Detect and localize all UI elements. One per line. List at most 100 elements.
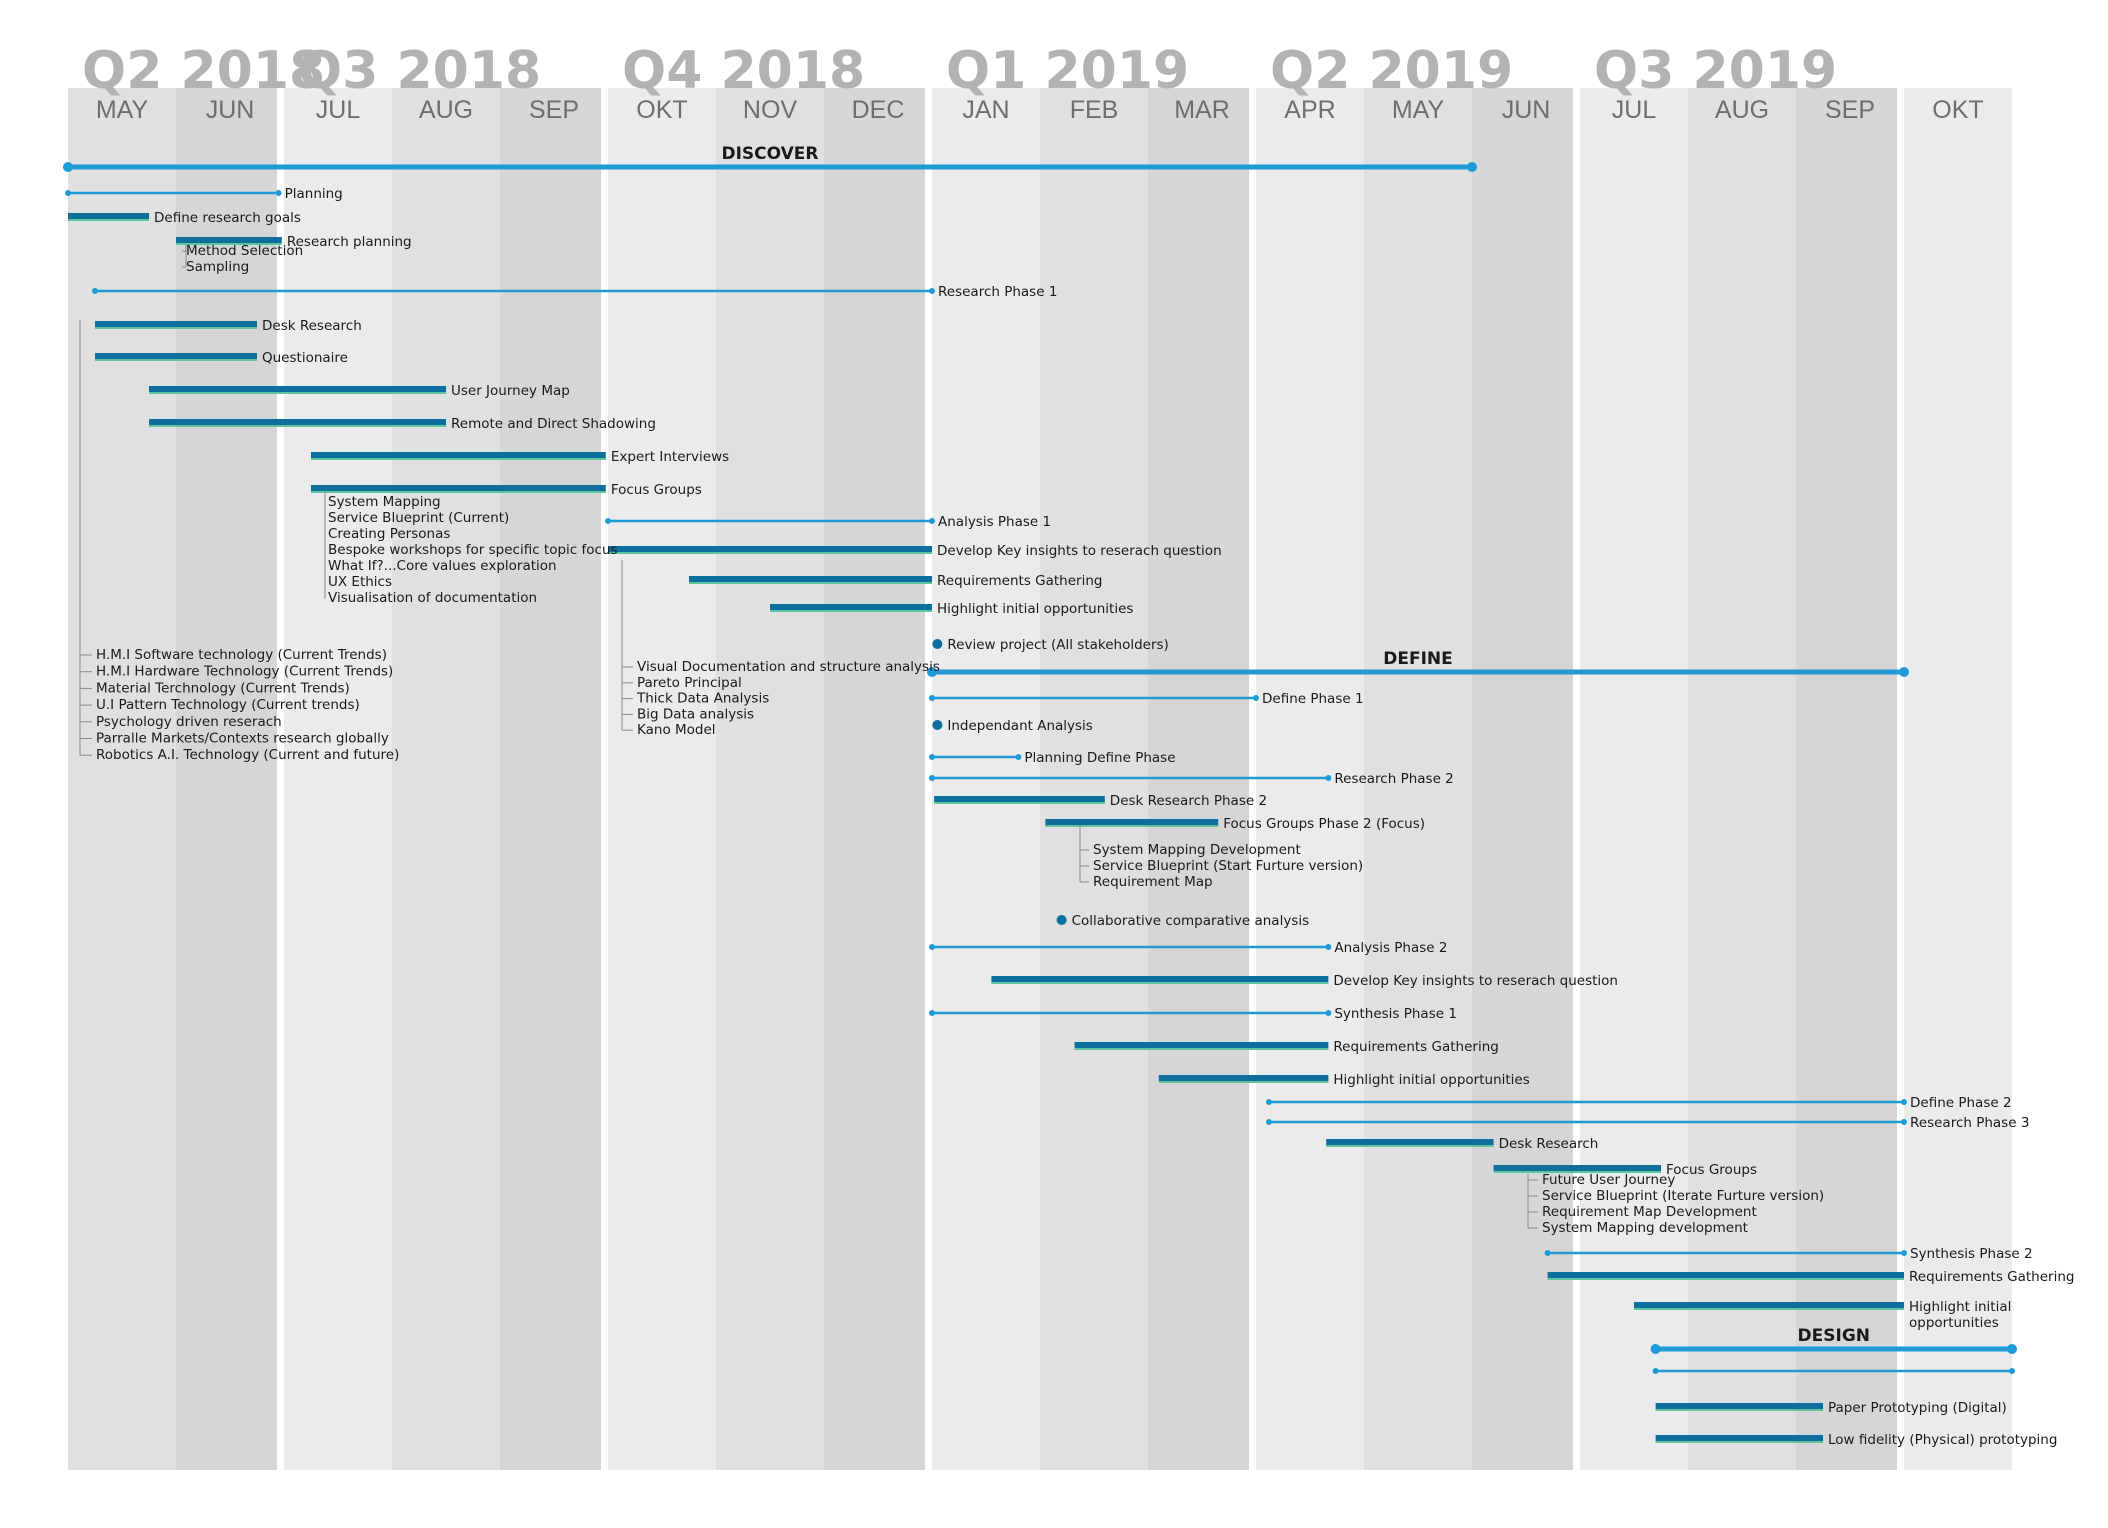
month-band (1796, 88, 1897, 1470)
task-label: Remote and Direct Shadowing (451, 416, 656, 432)
task-line-end (275, 190, 282, 196)
month-label: SEP (529, 96, 579, 124)
task-label: opportunities (1909, 1315, 1999, 1331)
phase-lines: DISCOVER DEFINE DESIGN (63, 144, 2017, 1354)
task-label: Requirements Gathering (1333, 1039, 1498, 1055)
month-label: JUN (1502, 96, 1551, 124)
month-label: JUL (316, 96, 361, 124)
task-line: Synthesis Phase 2 (1544, 1246, 2033, 1262)
task-label: Research Phase 2 (1334, 771, 1453, 787)
month-band (1904, 88, 2012, 1470)
task-rows: Planning Define research goals Research pl… (65, 186, 2074, 1448)
subtask-label: UX Ethics (328, 574, 392, 590)
task-bar-accent (991, 982, 1329, 984)
task-label: Highlight initial opportunities (1333, 1072, 1529, 1088)
task-line-start (929, 754, 935, 760)
task-bar-accent (149, 392, 446, 394)
subtask-label: System Mapping development (1542, 1220, 1748, 1236)
task-bar-accent (311, 458, 606, 460)
month-band (1688, 88, 1796, 1470)
task-line-end (929, 518, 935, 524)
task-bar (608, 546, 932, 552)
subtask-label: Kano Model (637, 722, 716, 738)
task-label: Highlight initial opportunities (937, 601, 1133, 617)
task-bar: User Journey Map (149, 383, 570, 399)
month-label: MAR (1174, 96, 1230, 124)
task-line-end (2009, 1368, 2015, 1374)
task-label: Define Phase 2 (1910, 1095, 2012, 1111)
task-label: Review project (All stakeholders) (947, 637, 1168, 653)
phase-end-dot (1899, 667, 1909, 677)
task-bar-accent (95, 359, 257, 361)
task-label: Requirements Gathering (1909, 1269, 2074, 1285)
task-bar (1547, 1272, 1904, 1278)
subtask-label: System Mapping Development (1093, 842, 1301, 858)
task-bar: Highlight initial opportunities (770, 601, 1133, 617)
task-bar: Requirements Gathering (1547, 1269, 2074, 1285)
subtask-label: Requirement Map Development (1542, 1204, 1757, 1220)
task-bar: Requirements Gathering (1074, 1039, 1499, 1055)
task-bar-accent (68, 219, 149, 221)
task-line-end (1901, 1250, 1907, 1256)
task-bar (991, 976, 1329, 982)
task-bar: Research planning (176, 234, 412, 250)
task-label: Synthesis Phase 2 (1910, 1246, 2033, 1262)
task-bar: Define research goals (68, 210, 301, 226)
task-bar-accent (95, 327, 257, 329)
month-label: OKT (1932, 96, 1983, 124)
task-bar (95, 353, 257, 359)
phase-start-dot (63, 162, 73, 172)
subtask-label: Psychology driven reserach (96, 714, 282, 730)
task-bar-accent (1547, 1278, 1904, 1280)
task-bar: Requirements Gathering (689, 573, 1102, 589)
subtask-label: Method Selection (186, 243, 303, 259)
quarter-label: Q1 2019 (946, 41, 1189, 101)
subtask-label: Visual Documentation and structure analy… (637, 659, 940, 675)
quarter-label: Q3 2018 (298, 41, 541, 101)
task-dot: Review project (All stakeholders) (932, 637, 1169, 653)
task-line: Define Phase 1 (929, 691, 1364, 707)
task-bar: Focus Groups Phase 2 (Focus) (1045, 816, 1425, 832)
task-label: Focus Groups (611, 482, 702, 498)
phase-start-dot (927, 667, 937, 677)
task-label: Develop Key insights to reserach questio… (937, 543, 1222, 559)
task-line-start (929, 775, 935, 781)
task-bar (149, 419, 446, 425)
task-bar (770, 604, 932, 610)
month-label: AUG (1715, 96, 1769, 124)
task-label: Research planning (287, 234, 412, 250)
month-band (824, 88, 925, 1470)
month-band (716, 88, 824, 1470)
subtask-label: Service Blueprint (Iterate Furture versi… (1542, 1188, 1824, 1204)
task-line-end (1253, 695, 1259, 701)
month-label: APR (1284, 96, 1335, 124)
month-band (1580, 88, 1688, 1470)
task-label: Collaborative comparative analysis (1072, 913, 1310, 929)
task-label: Synthesis Phase 1 (1334, 1006, 1457, 1022)
task-bar-accent (149, 425, 446, 427)
task-bar-accent (1493, 1171, 1661, 1173)
task-bar (1634, 1302, 1904, 1308)
task-line-start (929, 944, 935, 950)
task-bar: Expert Interviews (311, 449, 729, 465)
month-label: JAN (962, 96, 1009, 124)
task-label: Focus Groups Phase 2 (Focus) (1223, 816, 1425, 832)
milestone-dot (932, 639, 943, 649)
subtask-label: Creating Personas (328, 526, 450, 542)
subtask-label: Service Blueprint (Start Furture version… (1093, 858, 1363, 874)
task-bar: Focus Groups (311, 482, 702, 498)
subtask-label: Requirement Map (1093, 874, 1213, 890)
subtask-label: Sampling (186, 259, 249, 275)
task-line-end (1901, 1099, 1907, 1105)
month-band (500, 88, 601, 1470)
task-bar (311, 485, 606, 491)
month-band (1364, 88, 1472, 1470)
task-bar (1045, 819, 1219, 825)
task-line: Synthesis Phase 1 (929, 1006, 1457, 1022)
month-band (176, 88, 277, 1470)
task-label: Desk Research Phase 2 (1110, 793, 1267, 809)
